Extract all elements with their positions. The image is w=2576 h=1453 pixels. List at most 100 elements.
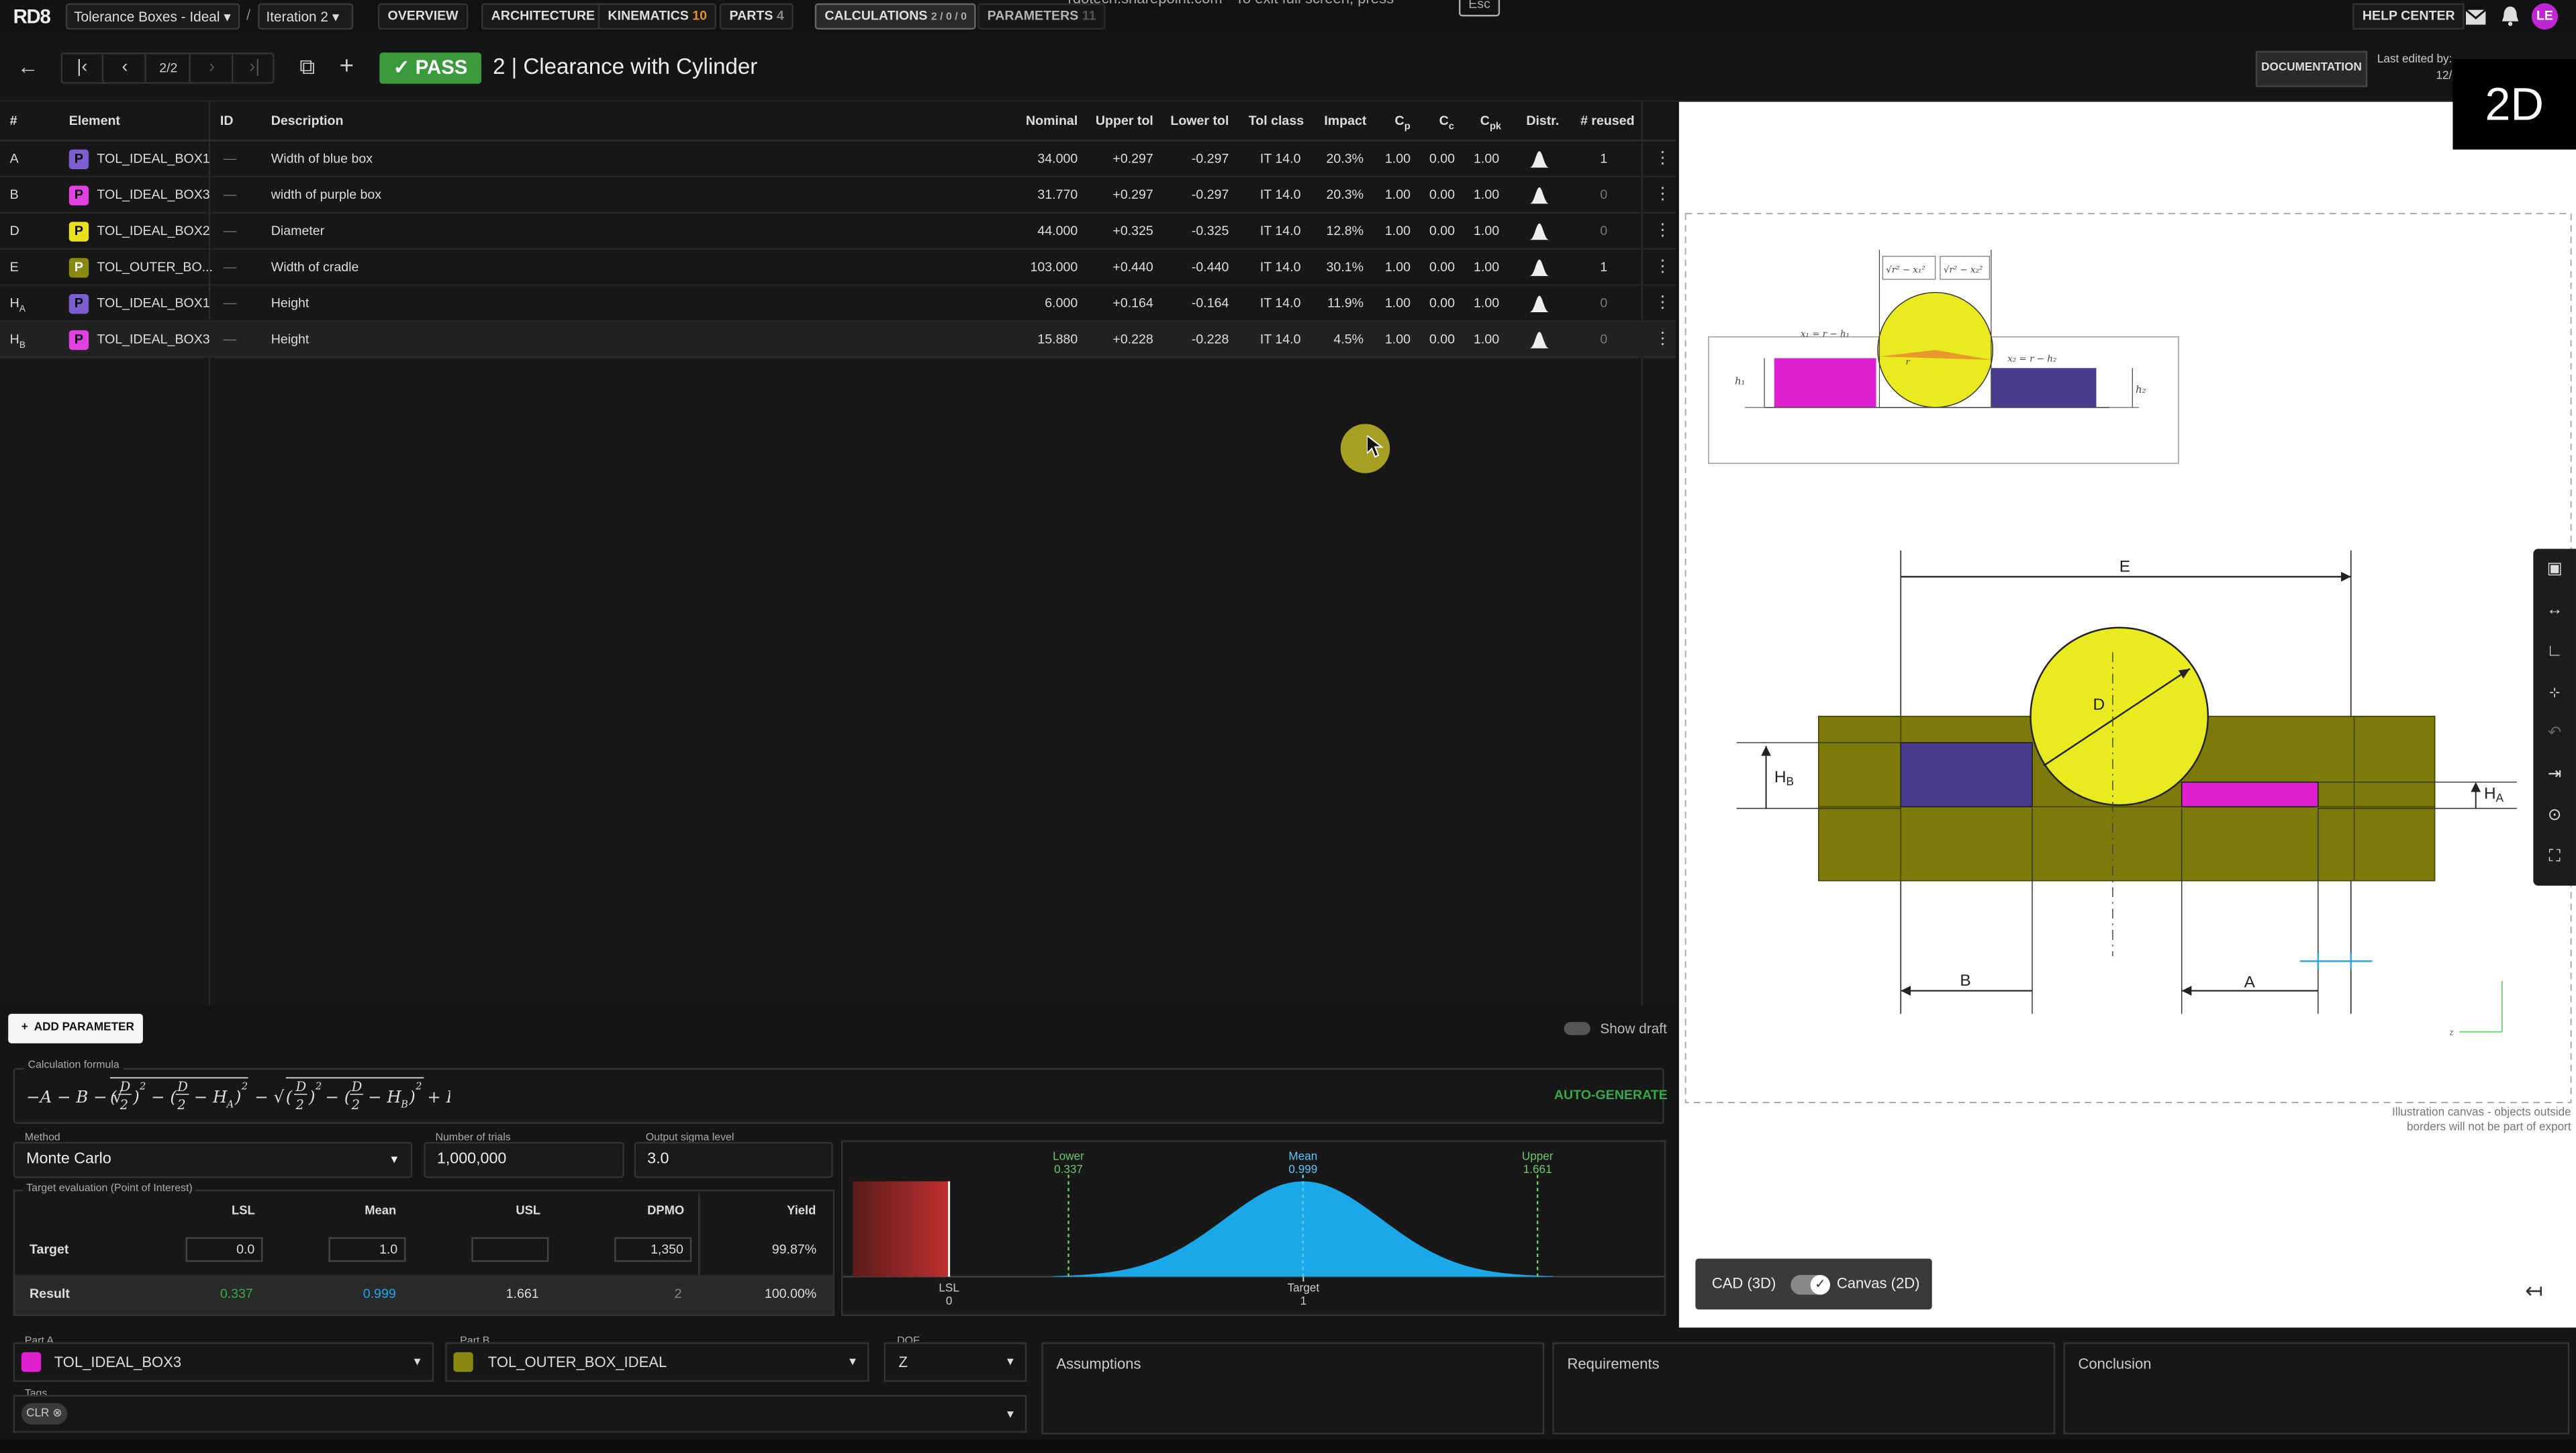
- cell-cc: 0.00: [1429, 259, 1456, 275]
- cell-element: TOL_OUTER_BO...: [97, 259, 213, 275]
- part-chip[interactable]: P: [68, 149, 89, 170]
- add-arrow-icon[interactable]: ↤: [2525, 1278, 2543, 1303]
- tags-field[interactable]: CLR ⊗ ▾: [13, 1395, 1027, 1433]
- col-header-lower-tol[interactable]: Lower tol: [1170, 113, 1229, 128]
- col-header-reused[interactable]: # reused: [1580, 113, 1635, 128]
- mail-icon[interactable]: [2465, 5, 2487, 25]
- fit-width-icon[interactable]: ⇥: [2547, 765, 2562, 784]
- iteration-selector[interactable]: Iteration 2 ▾: [258, 3, 354, 30]
- bell-icon[interactable]: [2500, 5, 2520, 26]
- dof-select[interactable]: Z ▾: [884, 1342, 1027, 1382]
- auto-generate-button[interactable]: AUTO-GENERATE: [1554, 1087, 1668, 1103]
- part-chip[interactable]: P: [68, 185, 89, 205]
- part-chip[interactable]: P: [68, 258, 89, 278]
- col-header-cp[interactable]: Cp: [1394, 113, 1411, 133]
- screenshot-icon[interactable]: ⊙: [2547, 806, 2562, 825]
- add-parameter-button[interactable]: + ADD PARAMETER: [8, 1013, 143, 1043]
- target-dpmo-input[interactable]: 1,350: [614, 1237, 692, 1262]
- col-header-tol-class[interactable]: Tol class: [1248, 113, 1304, 128]
- col-header-key[interactable]: #: [9, 113, 17, 128]
- table-row[interactable]: HA P TOL_IDEAL_BOX1 — Height 6.000 +0.164 -0.16…: [0, 286, 1676, 322]
- assumptions-box[interactable]: Assumptions: [1041, 1342, 1545, 1435]
- first-page-icon[interactable]: |‹: [62, 54, 104, 83]
- result-dpmo: 2: [674, 1286, 682, 1302]
- help-center-button[interactable]: HELP CENTER: [2352, 3, 2465, 30]
- table-row[interactable]: HB P TOL_IDEAL_BOX3 — Height 15.880 +0.228 -0.2…: [0, 322, 1676, 359]
- show-draft-toggle[interactable]: [1564, 1022, 1590, 1035]
- canvas-2d-label[interactable]: Canvas (2D): [1836, 1274, 1920, 1292]
- view-toggle[interactable]: CAD (3D) ✓ Canvas (2D): [1695, 1258, 1932, 1310]
- col-header-cc[interactable]: Cc: [1439, 113, 1454, 133]
- tab-parameters[interactable]: PARAMETERS 11: [977, 3, 1106, 30]
- requirements-box[interactable]: Requirements: [1552, 1342, 2056, 1435]
- trials-input[interactable]: 1,000,000: [424, 1141, 624, 1178]
- part-chip[interactable]: P: [68, 222, 89, 242]
- table-row[interactable]: B P TOL_IDEAL_BOX3 — width of purple box 31.7…: [0, 177, 1676, 214]
- view-switch[interactable]: ✓: [1791, 1274, 1831, 1295]
- tab-kinematics[interactable]: KINEMATICS 10: [598, 3, 717, 30]
- tab-overview[interactable]: OVERVIEW: [377, 3, 469, 30]
- user-avatar[interactable]: LE: [2531, 3, 2559, 30]
- table-row[interactable]: E P TOL_OUTER_BO... — Width of cradle 103.000…: [0, 250, 1676, 286]
- normal-distribution-icon[interactable]: [1529, 148, 1549, 168]
- row-menu-icon[interactable]: ⋮: [1654, 185, 1671, 204]
- method-label: Method: [24, 1132, 60, 1144]
- target-mean-input[interactable]: 1.0: [328, 1237, 406, 1262]
- last-page-icon[interactable]: ›|: [249, 57, 260, 78]
- tab-parts[interactable]: PARTS 4: [719, 3, 794, 30]
- normal-distribution-icon[interactable]: [1529, 328, 1549, 348]
- row-menu-icon[interactable]: ⋮: [1654, 294, 1671, 312]
- close-icon[interactable]: ⊗: [52, 1408, 62, 1420]
- linear-dimension-icon[interactable]: ↔: [2546, 601, 2563, 620]
- row-menu-icon[interactable]: ⋮: [1654, 330, 1671, 348]
- table-row[interactable]: D P TOL_IDEAL_BOX2 — Diameter 44.000 +0.325 -0.…: [0, 214, 1676, 250]
- row-menu-icon[interactable]: ⋮: [1654, 149, 1671, 168]
- point-of-interest-icon[interactable]: ⊹: [2548, 685, 2561, 700]
- illustration-canvas[interactable]: h₁ h₂ x₁ = r − h₁ x₂ = r − h₂ √r² − x₁² …: [1678, 101, 2576, 1328]
- tab-calculations[interactable]: CALCULATIONS 2 / 0 / 0: [814, 3, 977, 30]
- tab-architecture[interactable]: ARCHITECTURE: [481, 3, 605, 30]
- cad-3d-label[interactable]: CAD (3D): [1711, 1274, 1776, 1292]
- conclusion-box[interactable]: Conclusion: [2063, 1342, 2570, 1435]
- col-header-description[interactable]: Description: [271, 113, 344, 128]
- normal-distribution-icon[interactable]: [1529, 293, 1549, 312]
- col-header-nominal[interactable]: Nominal: [1026, 113, 1078, 128]
- normal-distribution-icon[interactable]: [1529, 220, 1549, 240]
- part-b-select[interactable]: TOL_OUTER_BOX_IDEAL ▾: [445, 1342, 869, 1382]
- cell-key: B: [9, 187, 19, 202]
- col-header-element[interactable]: Element: [68, 113, 120, 128]
- image-icon[interactable]: ▣: [2546, 560, 2563, 579]
- target-usl-input[interactable]: [471, 1237, 549, 1262]
- next-page-icon[interactable]: ›: [192, 54, 234, 83]
- normal-distribution-icon[interactable]: [1529, 184, 1549, 204]
- fullscreen-icon[interactable]: ⛶: [2548, 847, 2561, 866]
- sigma-input[interactable]: 3.0: [634, 1141, 833, 1178]
- undo-icon[interactable]: ↶: [2547, 724, 2562, 743]
- copy-icon[interactable]: ⧉: [299, 54, 315, 79]
- add-icon[interactable]: +: [339, 52, 354, 81]
- app-logo[interactable]: RD8: [13, 5, 51, 28]
- prev-page-icon[interactable]: ‹: [105, 54, 146, 83]
- table-row[interactable]: A P TOL_IDEAL_BOX1 — Width of blue box 34.000…: [0, 141, 1676, 178]
- part-chip[interactable]: P: [68, 330, 89, 350]
- target-lsl-input[interactable]: 0.0: [185, 1237, 263, 1262]
- part-chip[interactable]: P: [68, 294, 89, 314]
- normal-distribution-icon[interactable]: [1529, 256, 1549, 277]
- method-select[interactable]: Monte Carlo ▾: [13, 1141, 413, 1178]
- calculation-title[interactable]: 2 | Clearance with Cylinder: [493, 54, 758, 79]
- col-header-cpk[interactable]: Cpk: [1480, 113, 1502, 133]
- back-arrow-icon[interactable]: ←: [17, 54, 39, 79]
- documentation-button[interactable]: DOCUMENTATION: [2255, 50, 2368, 87]
- project-selector[interactable]: Tolerance Boxes - Ideal ▾: [65, 3, 240, 30]
- col-header-upper-tol[interactable]: Upper tol: [1095, 113, 1153, 128]
- col-header-distr[interactable]: Distr.: [1526, 113, 1560, 128]
- part-a-select[interactable]: TOL_IDEAL_BOX3 ▾: [13, 1342, 434, 1382]
- col-header-id[interactable]: ID: [220, 113, 234, 128]
- row-menu-icon[interactable]: ⋮: [1654, 258, 1671, 277]
- row-menu-icon[interactable]: ⋮: [1654, 222, 1671, 240]
- col-header-impact[interactable]: Impact: [1324, 113, 1367, 128]
- angle-dimension-icon[interactable]: ∟: [2546, 642, 2563, 661]
- tag-chip[interactable]: CLR ⊗: [21, 1403, 67, 1425]
- cell-impact: 30.1%: [1326, 259, 1364, 275]
